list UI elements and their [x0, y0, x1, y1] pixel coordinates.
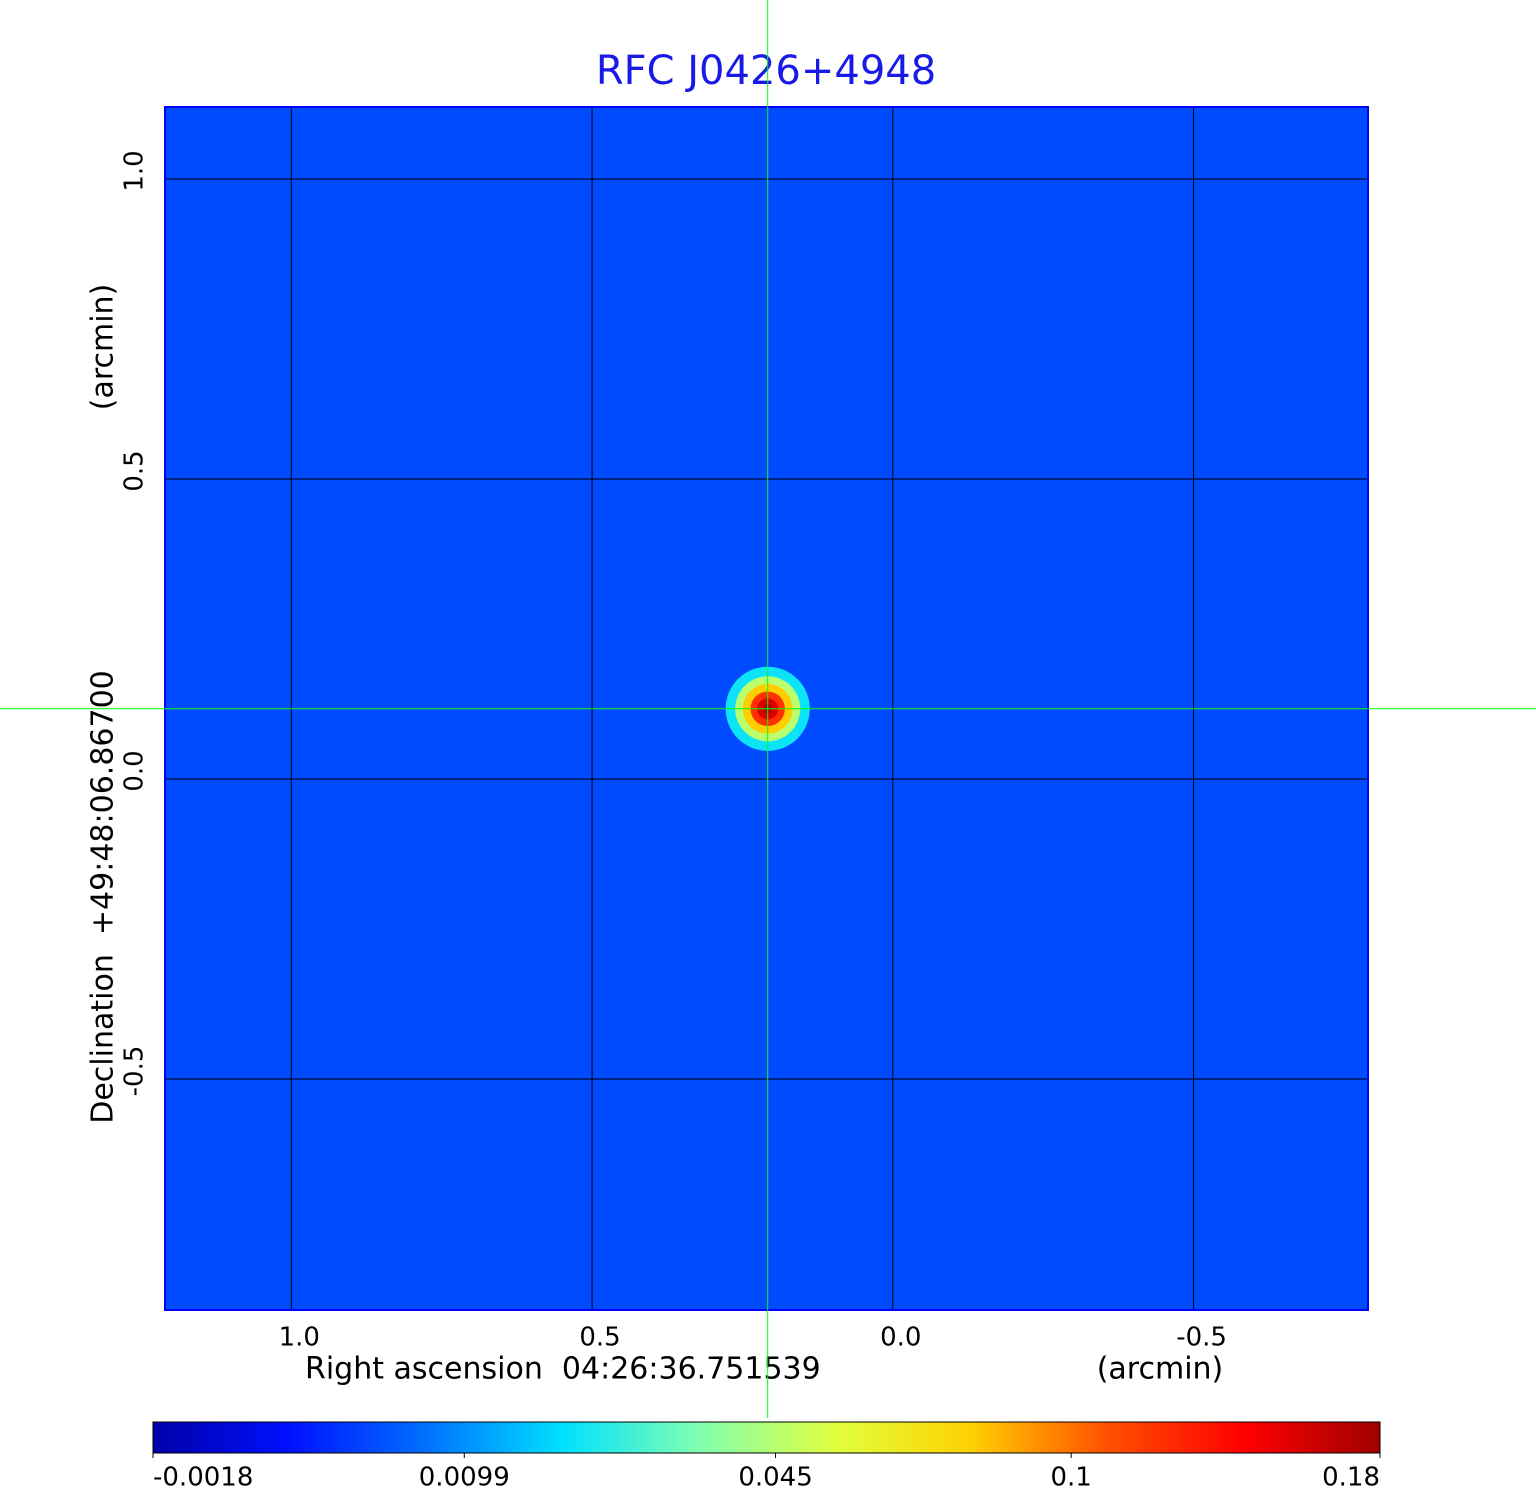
- x-tick-label: -0.5: [1176, 1323, 1227, 1353]
- y-tick-label: 0.5: [120, 450, 150, 491]
- x-axis-unit: (arcmin): [1097, 1352, 1224, 1387]
- y-tick-label: 1.0: [120, 150, 150, 191]
- x-tick-label: 1.0: [279, 1323, 320, 1353]
- y-tick-label: -0.5: [120, 1046, 150, 1097]
- x-tick-label: 0.5: [579, 1323, 620, 1353]
- colorbar: [152, 1421, 1381, 1454]
- x-tick-label: 0.0: [880, 1323, 921, 1353]
- colorbar-tick-label: -0.0018: [153, 1463, 253, 1493]
- y-axis-label: Declination +49:48:06.86700: [86, 670, 121, 1124]
- colorbar-tick-label: 0.1: [1050, 1463, 1091, 1493]
- colorbar-tick-label: 0.18: [1322, 1463, 1380, 1493]
- colorbar-tick-label: 0.0099: [419, 1463, 510, 1493]
- x-axis-label: Right ascension 04:26:36.751539: [305, 1352, 821, 1387]
- y-tick-label: 0.0: [120, 750, 150, 791]
- y-axis-unit: (arcmin): [86, 284, 121, 411]
- chart-title: RFC J0426+4948: [596, 48, 936, 94]
- colorbar-tick-label: 0.045: [738, 1463, 812, 1493]
